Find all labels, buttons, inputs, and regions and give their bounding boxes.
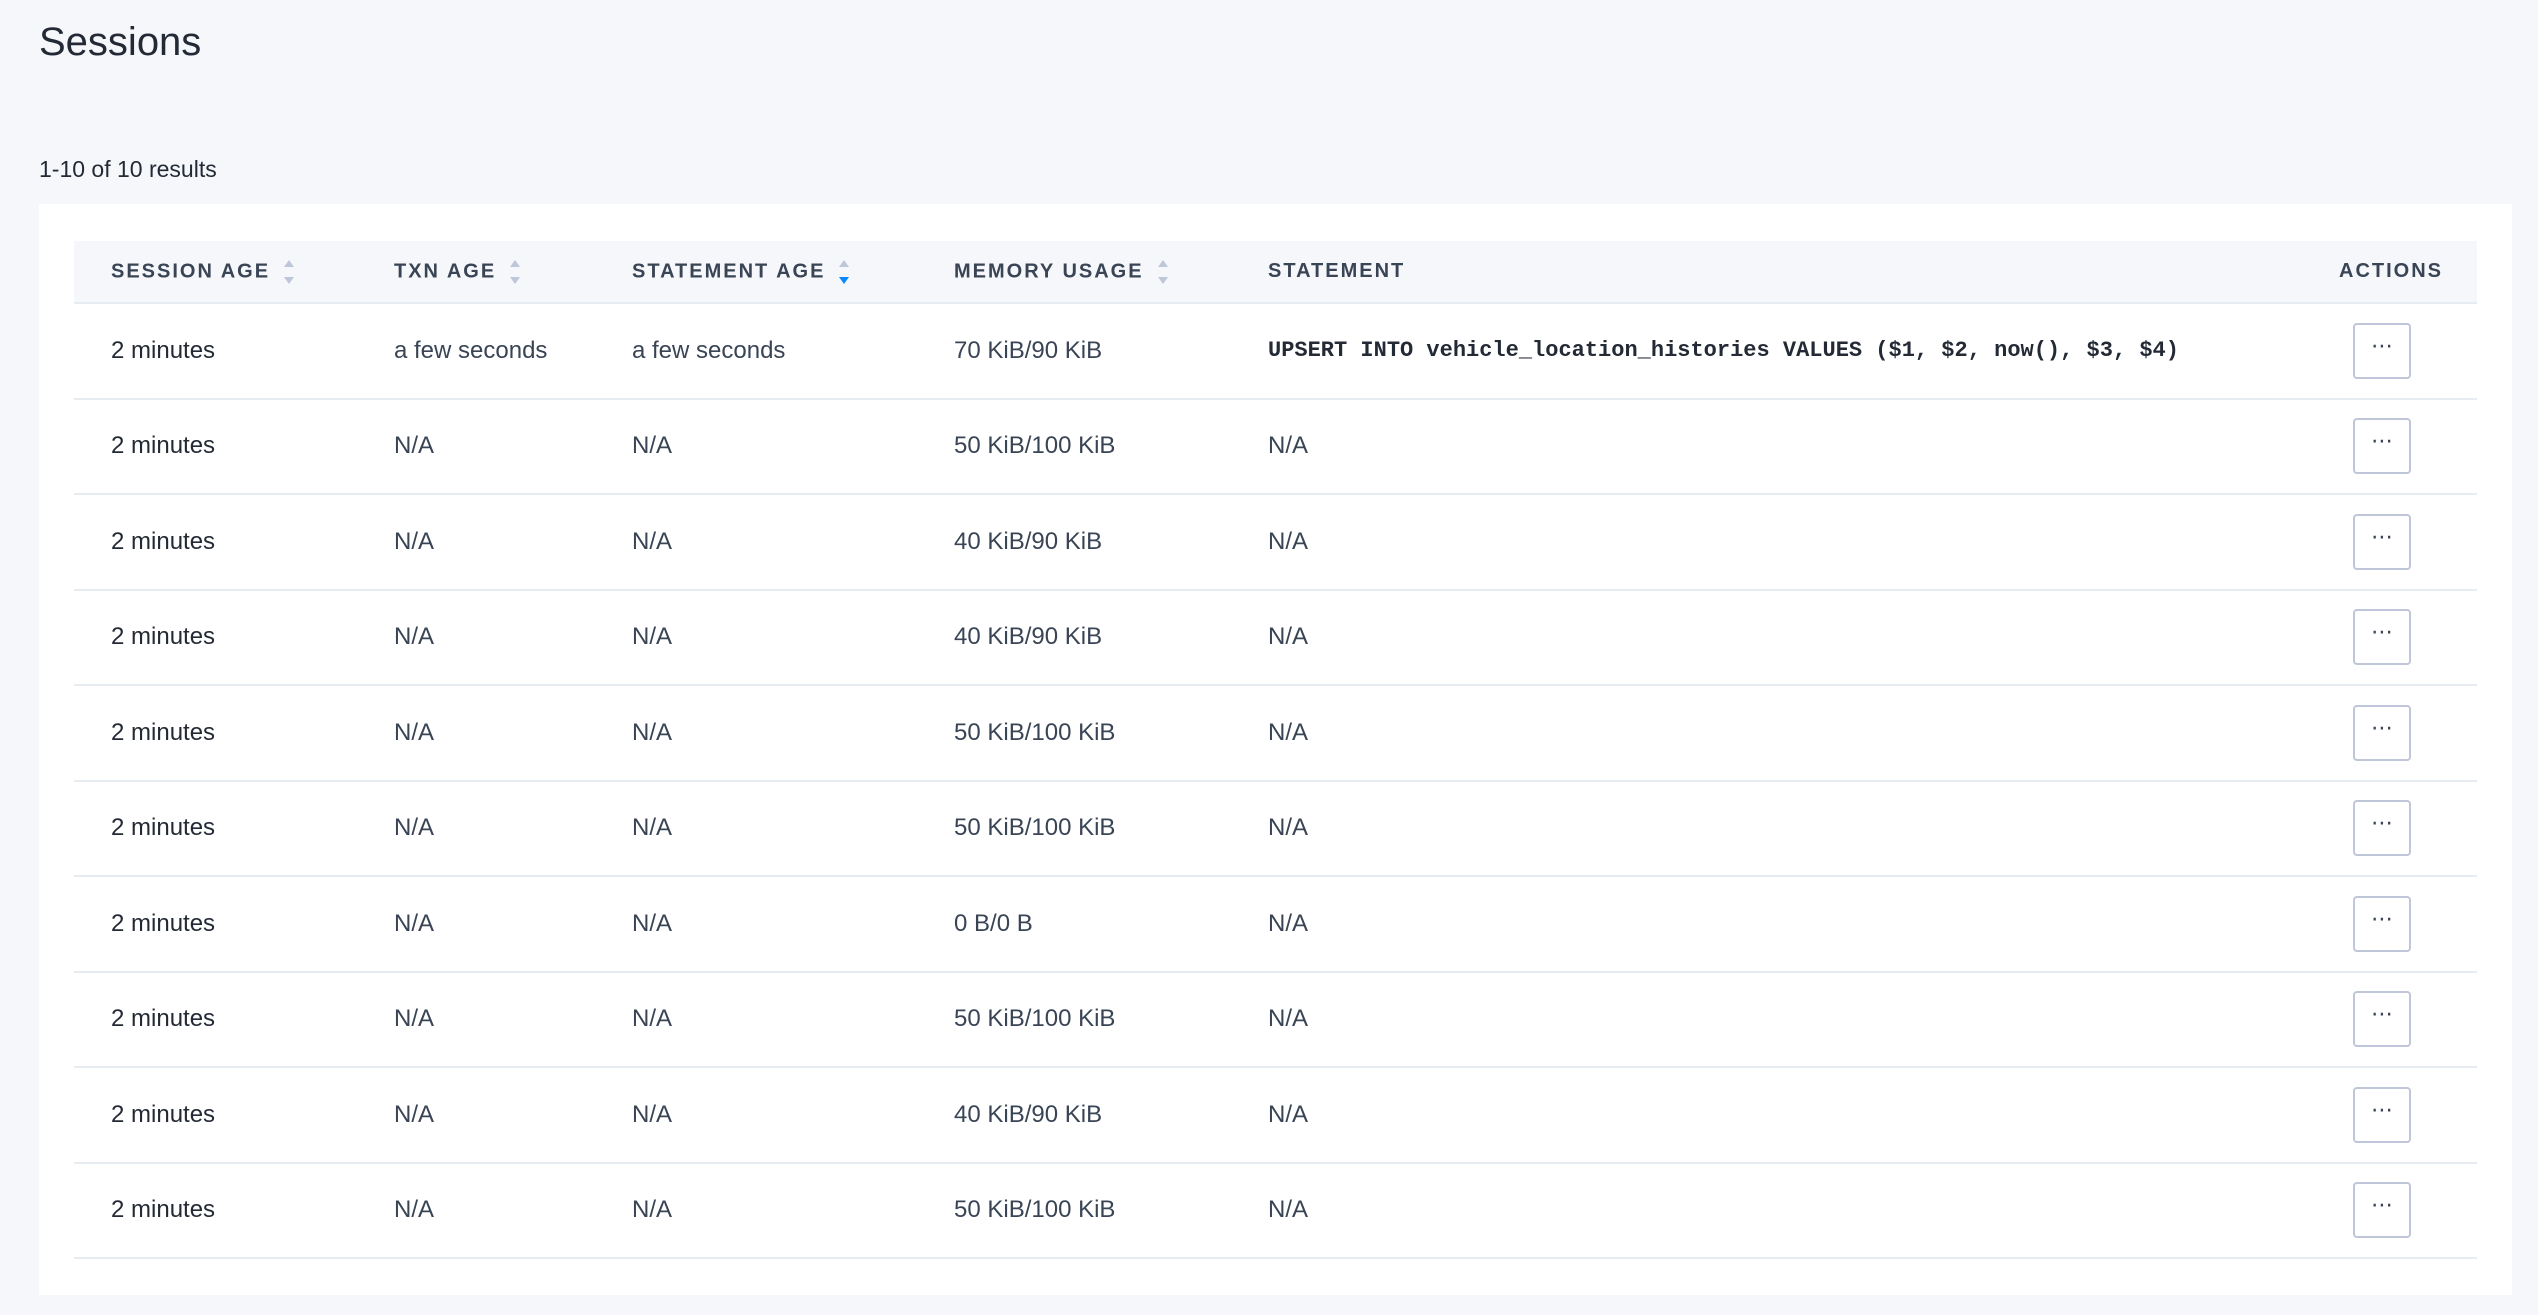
more-actions-button[interactable]: ⋯ [2353, 1086, 2411, 1143]
actions-cell: ⋯ [2231, 685, 2477, 781]
statement-age-cell: N/A [632, 1005, 673, 1033]
session-age-cell: 2 minutes [111, 432, 216, 460]
table-row: 2 minutes N/A N/A 0 B/0 B N/A ⋯ [74, 876, 2477, 972]
statement-age-cell: N/A [632, 527, 673, 555]
memory-usage-cell: 40 KiB/90 KiB [954, 527, 1103, 555]
statement-cell: N/A [1268, 718, 1309, 746]
memory-usage-cell: 70 KiB/90 KiB [954, 336, 1103, 364]
results-count: 1-10 of 10 results [39, 156, 217, 182]
session-age-cell: 2 minutes [111, 1005, 216, 1033]
sessions-panel: SESSION AGE TXN AGE STATEMENT AGE MEMORY… [39, 204, 2512, 1295]
session-age-cell: 2 minutes [111, 814, 216, 842]
more-actions-button[interactable]: ⋯ [2353, 418, 2411, 475]
txn-age-cell: N/A [394, 623, 435, 651]
more-actions-button[interactable]: ⋯ [2353, 609, 2411, 666]
txn-age-cell: N/A [394, 1196, 435, 1224]
txn-age-cell: N/A [394, 814, 435, 842]
txn-age-cell: N/A [394, 432, 435, 460]
statement-age-cell: N/A [632, 432, 673, 460]
statement-age-cell: a few seconds [632, 336, 786, 364]
statement-cell: N/A [1268, 623, 1309, 651]
txn-age-cell: N/A [394, 1005, 435, 1033]
column-header-txn-age[interactable]: TXN AGE [357, 241, 595, 304]
table-row: 2 minutes a few seconds a few seconds 70 Ki… [74, 303, 2477, 399]
txn-age-cell: N/A [394, 909, 435, 937]
session-age-cell: 2 minutes [111, 1100, 216, 1128]
txn-age-cell: N/A [394, 718, 435, 746]
actions-cell: ⋯ [2231, 1163, 2477, 1259]
table-row: 2 minutes N/A N/A 50 KiB/100 KiB N/A ⋯ [74, 972, 2477, 1068]
statement-age-cell: N/A [632, 623, 673, 651]
txn-age-cell: N/A [394, 1100, 435, 1128]
table-row: 2 minutes N/A N/A 50 KiB/100 KiB N/A ⋯ [74, 399, 2477, 495]
more-actions-button[interactable]: ⋯ [2353, 322, 2411, 379]
sort-icon[interactable] [284, 258, 295, 286]
session-age-cell: 2 minutes [111, 527, 216, 555]
memory-usage-cell: 50 KiB/100 KiB [954, 432, 1116, 460]
column-header-memory-usage[interactable]: MEMORY USAGE [917, 241, 1231, 304]
actions-cell: ⋯ [2231, 590, 2477, 686]
memory-usage-cell: 40 KiB/90 KiB [954, 1100, 1103, 1128]
table-row: 2 minutes N/A N/A 50 KiB/100 KiB N/A ⋯ [74, 685, 2477, 781]
memory-usage-cell: 50 KiB/100 KiB [954, 1005, 1116, 1033]
session-age-cell: 2 minutes [111, 909, 216, 937]
statement-cell: UPSERT INTO vehicle_location_histories V… [1268, 338, 2179, 364]
statement-age-cell: N/A [632, 814, 673, 842]
session-age-cell: 2 minutes [111, 336, 216, 364]
session-age-cell: 2 minutes [111, 718, 216, 746]
statement-cell: N/A [1268, 432, 1309, 460]
statement-cell: N/A [1268, 814, 1309, 842]
table-row: 2 minutes N/A N/A 40 KiB/90 KiB N/A ⋯ [74, 494, 2477, 590]
table-row: 2 minutes N/A N/A 40 KiB/90 KiB N/A ⋯ [74, 590, 2477, 686]
header-label: STATEMENT AGE [632, 259, 826, 282]
more-actions-button[interactable]: ⋯ [2353, 704, 2411, 761]
actions-cell: ⋯ [2231, 494, 2477, 590]
table-row: 2 minutes N/A N/A 40 KiB/90 KiB N/A ⋯ [74, 1067, 2477, 1163]
column-header-session-age[interactable]: SESSION AGE [74, 241, 357, 304]
actions-cell: ⋯ [2231, 972, 2477, 1068]
txn-age-cell: a few seconds [394, 336, 548, 364]
memory-usage-cell: 0 B/0 B [954, 909, 1033, 937]
memory-usage-cell: 50 KiB/100 KiB [954, 718, 1116, 746]
table-row: 2 minutes N/A N/A 50 KiB/100 KiB N/A ⋯ [74, 781, 2477, 877]
statement-cell: N/A [1268, 1196, 1309, 1224]
more-actions-button[interactable]: ⋯ [2353, 513, 2411, 570]
table-row: 2 minutes N/A N/A 50 KiB/100 KiB N/A ⋯ [74, 1163, 2477, 1259]
txn-age-cell: N/A [394, 527, 435, 555]
actions-cell: ⋯ [2231, 1067, 2477, 1163]
sort-descending-icon[interactable] [839, 258, 850, 286]
actions-cell: ⋯ [2231, 876, 2477, 972]
statement-age-cell: N/A [632, 718, 673, 746]
column-header-statement: STATEMENT [1231, 241, 2231, 304]
table-header-row: SESSION AGE TXN AGE STATEMENT AGE MEMORY… [74, 241, 2477, 304]
statement-age-cell: N/A [632, 909, 673, 937]
statement-cell: N/A [1268, 1100, 1309, 1128]
sort-icon[interactable] [510, 258, 521, 286]
session-age-cell: 2 minutes [111, 1196, 216, 1224]
more-actions-button[interactable]: ⋯ [2353, 991, 2411, 1048]
column-header-statement-age[interactable]: STATEMENT AGE [595, 241, 917, 304]
actions-cell: ⋯ [2231, 303, 2477, 399]
actions-cell: ⋯ [2231, 781, 2477, 877]
session-age-cell: 2 minutes [111, 623, 216, 651]
more-actions-button[interactable]: ⋯ [2353, 800, 2411, 857]
sessions-table: SESSION AGE TXN AGE STATEMENT AGE MEMORY… [74, 241, 2477, 1259]
header-label: TXN AGE [394, 259, 497, 282]
statement-cell: N/A [1268, 909, 1309, 937]
memory-usage-cell: 40 KiB/90 KiB [954, 623, 1103, 651]
actions-cell: ⋯ [2231, 399, 2477, 495]
header-label: SESSION AGE [111, 259, 271, 282]
header-label: MEMORY USAGE [954, 259, 1144, 282]
more-actions-button[interactable]: ⋯ [2353, 895, 2411, 952]
column-header-actions: ACTIONS [2231, 241, 2477, 304]
sort-icon[interactable] [1157, 258, 1168, 286]
statement-age-cell: N/A [632, 1196, 673, 1224]
statement-cell: N/A [1268, 527, 1309, 555]
statement-age-cell: N/A [632, 1100, 673, 1128]
memory-usage-cell: 50 KiB/100 KiB [954, 814, 1116, 842]
memory-usage-cell: 50 KiB/100 KiB [954, 1196, 1116, 1224]
statement-cell: N/A [1268, 1005, 1309, 1033]
more-actions-button[interactable]: ⋯ [2353, 1182, 2411, 1239]
page-title: Sessions [39, 20, 202, 64]
